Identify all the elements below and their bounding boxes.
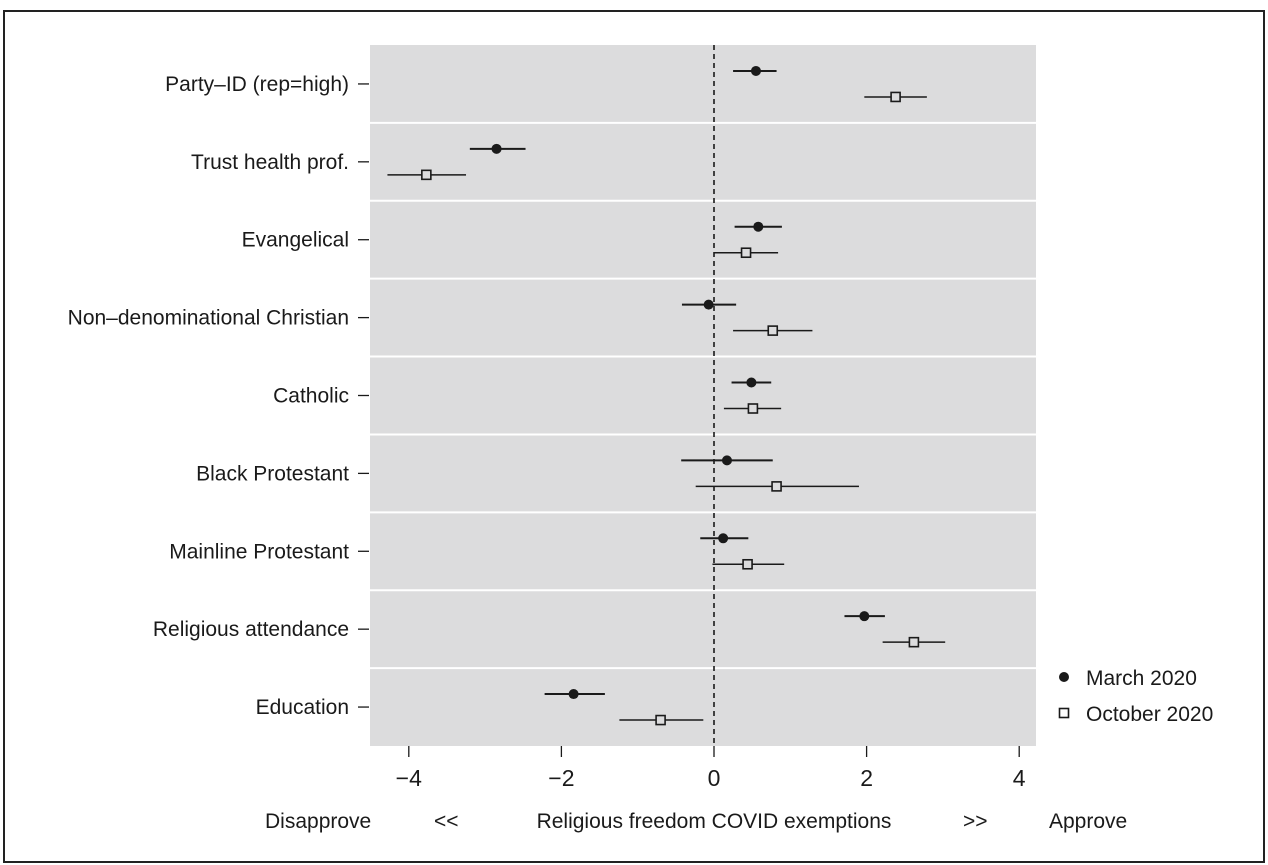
y-tick-label: Party–ID (rep=high): [165, 73, 349, 96]
y-tick-label: Evangelical: [242, 229, 349, 252]
legend-marker-march: [1059, 672, 1069, 682]
point-march-2020: [569, 689, 579, 699]
xlabel-center: Religious freedom COVID exemptions: [537, 810, 892, 833]
y-tick-label: Black Protestant: [196, 462, 349, 485]
x-tick-label: −4: [396, 765, 422, 791]
plot-panel: [370, 45, 1036, 746]
point-october-2020: [768, 326, 777, 335]
y-tick-label: Religious attendance: [153, 618, 349, 641]
point-march-2020: [492, 144, 502, 154]
point-march-2020: [753, 222, 763, 232]
x-tick-label: 0: [708, 765, 721, 791]
point-october-2020: [656, 716, 665, 725]
xlabel-left-arrow: <<: [434, 810, 459, 833]
point-march-2020: [722, 455, 732, 465]
point-october-2020: [743, 560, 752, 569]
point-october-2020: [742, 248, 751, 257]
xlabel-right: Approve: [1049, 810, 1127, 833]
coefficient-chart: Party–ID (rep=high) Trust health prof. Eva…: [0, 0, 1268, 865]
y-tick-label: Non–denominational Christian: [68, 307, 349, 330]
point-october-2020: [772, 482, 781, 491]
y-tick-label: Education: [256, 696, 349, 719]
legend-label-october: October 2020: [1086, 703, 1213, 726]
point-october-2020: [891, 92, 900, 101]
point-march-2020: [751, 66, 761, 76]
point-october-2020: [748, 404, 757, 413]
point-march-2020: [859, 611, 869, 621]
legend-label-march: March 2020: [1086, 667, 1197, 690]
point-march-2020: [704, 300, 714, 310]
point-march-2020: [746, 378, 756, 388]
y-tick-label: Catholic: [273, 385, 349, 408]
y-tick-label: Mainline Protestant: [169, 540, 349, 563]
xlabel-left: Disapprove: [265, 810, 371, 833]
y-tick-label: Trust health prof.: [191, 151, 349, 174]
point-october-2020: [909, 638, 918, 647]
legend-marker-october: [1060, 709, 1069, 718]
x-tick-label: −2: [548, 765, 574, 791]
point-march-2020: [718, 533, 728, 543]
point-october-2020: [422, 170, 431, 179]
x-tick-label: 2: [860, 765, 873, 791]
xlabel-right-arrow: >>: [963, 810, 988, 833]
x-tick-label: 4: [1013, 765, 1026, 791]
